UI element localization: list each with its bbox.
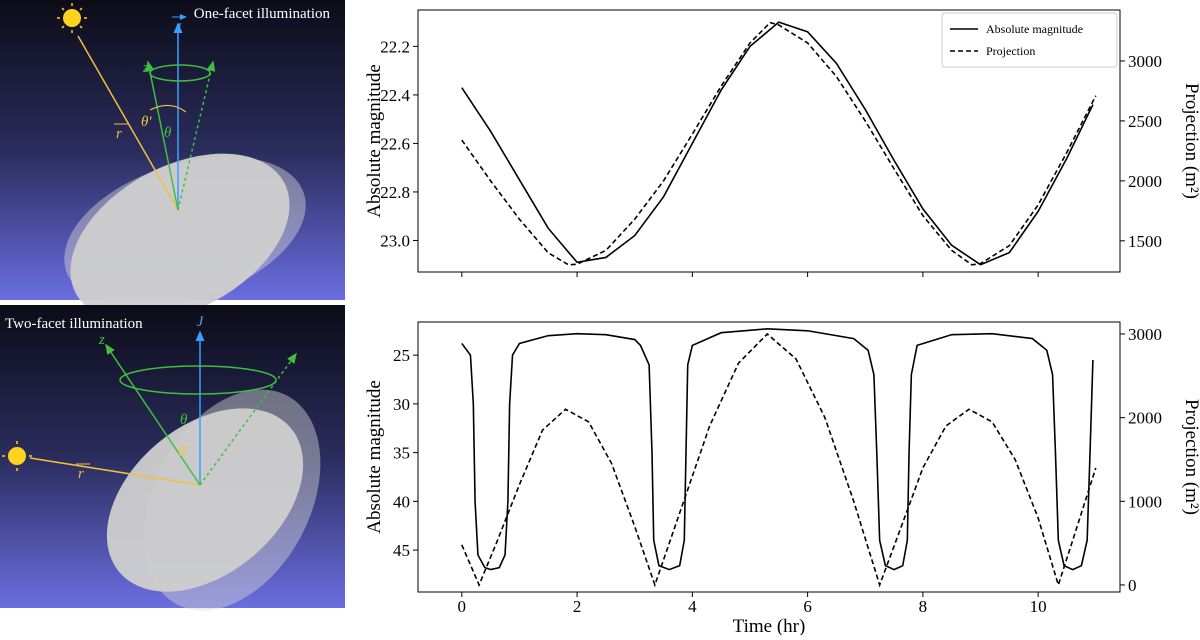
facet — [70, 153, 290, 323]
z-label: z — [98, 332, 105, 348]
y2-tick-label: 2000 — [1128, 409, 1162, 428]
z-vector — [105, 343, 201, 486]
theta-prime-label: θ′ — [141, 114, 152, 130]
sun-vector — [29, 457, 201, 486]
series-line — [461, 332, 1097, 588]
legend-box — [941, 12, 1118, 68]
y-tick-label: 30 — [393, 395, 410, 414]
y-tick-label: 23.0 — [380, 231, 410, 250]
x-tick-label: 2 — [573, 597, 582, 616]
x-tick-label: 10 — [1030, 597, 1047, 616]
z-label: z — [142, 60, 149, 76]
series-line — [461, 21, 1094, 266]
theta-label: θ — [180, 412, 188, 428]
y-axis-label: Absolute magnitude — [364, 64, 385, 218]
precession-ring — [149, 64, 211, 82]
y-tick-label: 22.2 — [380, 37, 410, 56]
angle-arc — [149, 104, 187, 113]
precession-ring — [119, 365, 277, 395]
precession-vector — [177, 60, 216, 211]
y-tick-label: 22.6 — [380, 134, 410, 153]
y2-axis-label: Projection (m²) — [1181, 83, 1200, 199]
y2-tick-label: 1500 — [1128, 232, 1162, 251]
y-tick-label: 22.8 — [380, 183, 410, 202]
plot-frame — [417, 9, 1121, 273]
z-vector — [145, 60, 179, 211]
sun-vector — [77, 35, 179, 211]
legend-label: Projection — [986, 44, 1035, 58]
illustration-two-facet: Two-facet illumination J z θ θ′ r — [0, 305, 345, 611]
y2-tick-label: 0 — [1128, 576, 1137, 595]
j-label: J — [197, 314, 205, 330]
y2-tick-label: 3000 — [1128, 52, 1162, 71]
series-line — [461, 328, 1094, 571]
x-tick-label: 8 — [919, 597, 928, 616]
sun — [57, 3, 87, 33]
panel-title: One-facet illumination — [194, 6, 331, 22]
x-tick-label: 0 — [458, 597, 467, 616]
r-label: r — [78, 466, 84, 482]
theta-label: θ — [164, 125, 172, 141]
y2-tick-label: 3000 — [1128, 325, 1162, 344]
facet — [106, 408, 304, 592]
y-tick-label: 35 — [393, 444, 410, 463]
y2-tick-label: 2000 — [1128, 172, 1162, 191]
chart: 0 2 4 6 8 10 25 30 35 40 45 0 1000 2000 3000 Absolute m… — [364, 321, 1200, 637]
panel-title: Two-facet illumination — [5, 316, 143, 332]
series-line — [461, 21, 1097, 266]
x-tick-label: 6 — [803, 597, 812, 616]
y-axis-label: Absolute magnitude — [364, 380, 385, 534]
x-tick-label: 4 — [688, 597, 697, 616]
y2-tick-label: 2500 — [1128, 112, 1162, 131]
sun — [2, 441, 32, 471]
y-tick-label: 45 — [393, 541, 410, 560]
r-label: r — [116, 126, 122, 142]
y-tick-label: 25 — [393, 346, 410, 365]
y2-axis-label: Projection (m²) — [1181, 399, 1200, 515]
theta-prime-label: θ′ — [178, 444, 189, 460]
x-axis-label: Time (hr) — [733, 616, 806, 635]
chart: 22.2 22.4 22.6 22.8 23.0 1500 2000 2500 3000 Abso… — [364, 9, 1200, 277]
y-tick-label: 22.4 — [380, 86, 410, 105]
illustration-one-facet: One-facet illumination J z θ′ θ r — [0, 0, 345, 323]
j-label: J — [175, 21, 183, 37]
y2-tick-label: 1000 — [1128, 492, 1162, 511]
legend-label: Absolute magnitude — [986, 22, 1083, 36]
plot-frame — [417, 321, 1121, 593]
y-tick-label: 40 — [393, 492, 410, 511]
